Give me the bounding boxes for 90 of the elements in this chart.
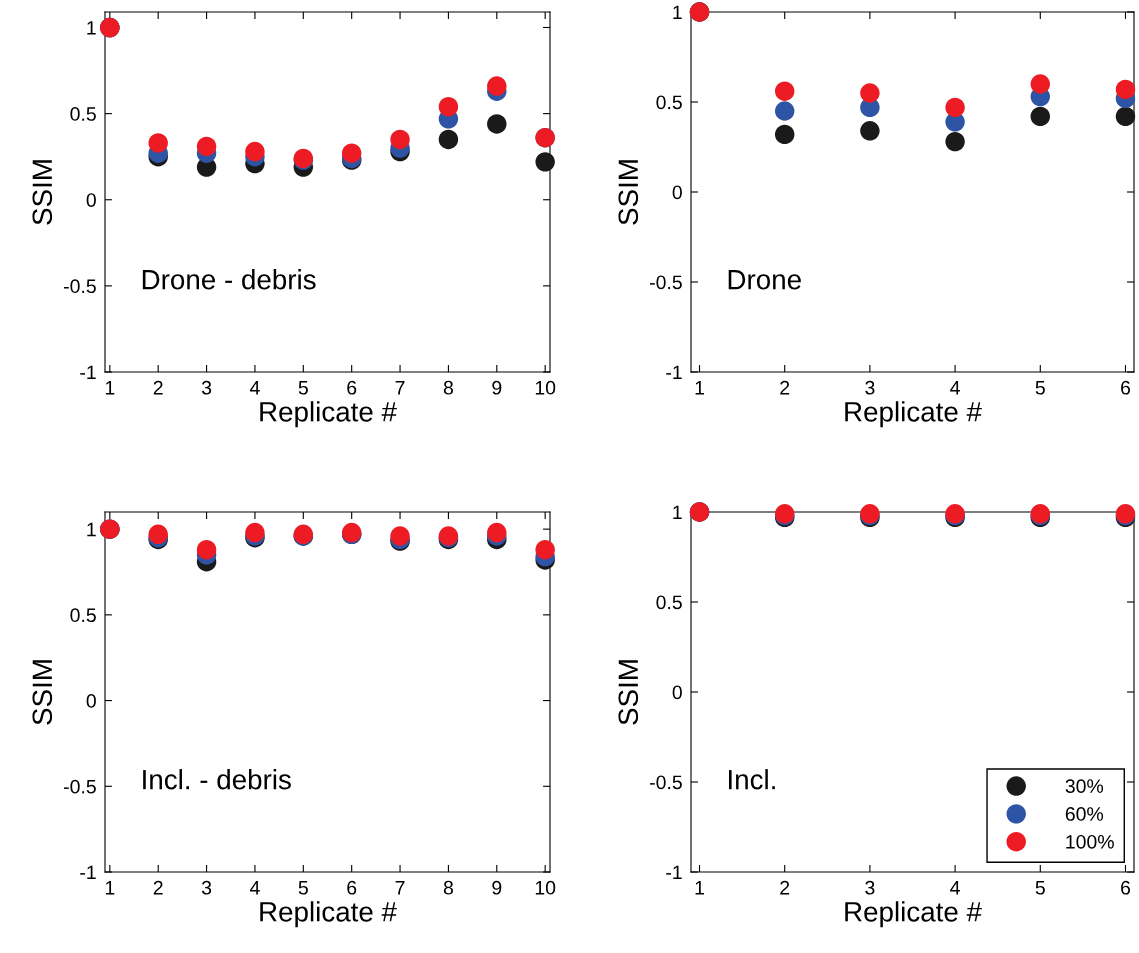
- point: [245, 141, 265, 162]
- x-tick-label: 6: [347, 880, 357, 895]
- point: [1115, 79, 1136, 100]
- x-tick-label: 8: [443, 880, 453, 895]
- x-tick-label: 2: [780, 380, 790, 395]
- y-tick-label: 1: [87, 522, 96, 537]
- y-tick-label: 0: [672, 685, 682, 700]
- y-tick-label: 0.5: [656, 95, 682, 110]
- point: [438, 97, 459, 117]
- x-tick-label: 5: [298, 881, 308, 895]
- point: [860, 121, 880, 141]
- legend-label: 30%: [1065, 779, 1104, 794]
- point: [390, 129, 410, 150]
- y-tick-label: -1: [80, 365, 96, 380]
- y-tick-label: -0.5: [650, 275, 682, 290]
- point: [487, 114, 507, 134]
- point: [1030, 106, 1051, 127]
- y-axis-title: SSIM: [32, 660, 53, 725]
- x-axis-title: Replicate #: [845, 401, 982, 428]
- y-tick-label: -1: [666, 865, 682, 880]
- point: [148, 133, 168, 153]
- x-tick-label: 3: [201, 380, 212, 395]
- x-tick-label: 1: [695, 881, 704, 895]
- point: [341, 143, 362, 163]
- x-tick-label: 4: [950, 381, 960, 395]
- x-tick-label: 10: [535, 880, 556, 895]
- y-tick-label: 0.5: [70, 608, 96, 623]
- y-tick-label: -0.5: [650, 775, 682, 790]
- x-tick-label: 1: [105, 881, 115, 895]
- x-tick-label: 2: [153, 880, 163, 895]
- legend-label: 60%: [1065, 807, 1104, 821]
- x-tick-label: 6: [1121, 880, 1131, 895]
- x-tick-label: 1: [695, 381, 704, 395]
- x-tick-label: 5: [298, 381, 308, 395]
- x-tick-label: 2: [780, 880, 790, 895]
- x-axis-title: Replicate #: [260, 901, 397, 928]
- point: [487, 76, 507, 96]
- x-tick-label: 1: [105, 381, 115, 395]
- legend-label: 100%: [1066, 834, 1114, 849]
- y-tick-label: 0.5: [70, 107, 96, 121]
- annotation: Drone - debris: [142, 269, 316, 290]
- point: [196, 539, 217, 560]
- y-tick-label: -0.5: [64, 779, 96, 794]
- point: [945, 131, 965, 152]
- x-tick-label: 8: [443, 380, 453, 395]
- x-tick-label: 4: [950, 881, 960, 895]
- point: [774, 81, 795, 101]
- x-tick-label: 9: [492, 880, 502, 895]
- x-tick-label: 2: [153, 380, 163, 395]
- x-tick-label: 3: [865, 880, 875, 895]
- x-tick-label: 7: [395, 881, 405, 895]
- x-tick-label: 6: [1121, 380, 1131, 395]
- point: [535, 539, 555, 560]
- y-tick-label: -0.5: [64, 279, 96, 294]
- y-tick-label: 0: [86, 193, 96, 207]
- y-tick-label: 0: [672, 185, 682, 200]
- point: [196, 136, 217, 157]
- y-tick-label: -1: [80, 865, 96, 880]
- x-tick-label: 10: [535, 380, 556, 395]
- y-axis-title: SSIM: [32, 160, 53, 225]
- x-tick-label: 9: [492, 380, 502, 395]
- x-tick-label: 5: [1035, 381, 1045, 395]
- y-tick-label: 0: [86, 694, 96, 708]
- x-tick-label: 7: [395, 381, 405, 395]
- annotation: Drone: [728, 270, 801, 290]
- point: [945, 97, 965, 118]
- x-tick-label: 5: [1035, 881, 1045, 895]
- point: [774, 124, 795, 145]
- y-tick-label: 1: [673, 5, 682, 20]
- point: [1030, 74, 1051, 94]
- x-tick-label: 4: [249, 381, 260, 395]
- x-tick-label: 4: [249, 881, 260, 895]
- x-tick-label: 3: [201, 880, 212, 895]
- point: [1115, 106, 1136, 127]
- y-tick-label: 1: [673, 505, 682, 520]
- y-axis-title: SSIM: [618, 660, 639, 725]
- y-tick-label: -1: [666, 365, 682, 380]
- y-tick-label: 0.5: [656, 595, 682, 610]
- annotation: Incl. - debris: [143, 769, 291, 790]
- point: [860, 83, 880, 103]
- annotation: Incl.: [729, 769, 775, 790]
- y-tick-label: 1: [87, 21, 96, 35]
- x-tick-label: 6: [347, 380, 357, 395]
- point: [438, 129, 459, 150]
- x-axis-title: Replicate #: [845, 901, 982, 928]
- x-axis-title: Replicate #: [260, 401, 397, 428]
- point: [774, 101, 795, 121]
- y-axis-title: SSIM: [618, 160, 639, 225]
- x-tick-label: 3: [865, 380, 875, 395]
- point: [535, 152, 555, 172]
